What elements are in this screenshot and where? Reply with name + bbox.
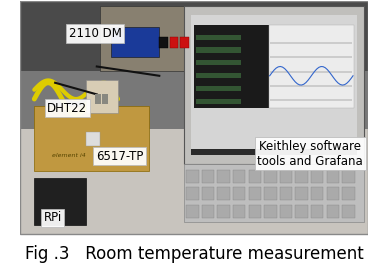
Bar	[202, 187, 214, 200]
Bar	[21, 1, 367, 71]
Bar	[102, 94, 107, 104]
Bar	[264, 205, 277, 218]
Bar	[21, 71, 367, 129]
Bar	[264, 170, 277, 183]
Bar	[100, 6, 204, 71]
Bar	[95, 94, 100, 104]
Bar	[21, 129, 367, 234]
Bar	[21, 1, 367, 234]
Bar	[202, 205, 214, 218]
Bar	[191, 149, 357, 155]
Bar	[196, 73, 241, 78]
Bar	[196, 48, 241, 53]
Bar	[342, 205, 355, 218]
Bar	[311, 170, 324, 183]
Bar	[233, 205, 245, 218]
Text: 6517-TP: 6517-TP	[96, 150, 143, 163]
Bar	[295, 187, 308, 200]
Bar	[270, 71, 352, 73]
Bar	[159, 37, 168, 48]
Bar	[217, 205, 230, 218]
Bar	[87, 131, 100, 146]
Bar	[248, 187, 261, 200]
Bar	[194, 25, 268, 108]
Bar	[268, 25, 354, 108]
Bar	[186, 205, 199, 218]
Bar	[280, 187, 292, 200]
Bar	[270, 85, 352, 87]
Bar	[184, 6, 364, 164]
Bar	[248, 205, 261, 218]
Bar	[233, 170, 245, 183]
Bar	[21, 1, 367, 234]
Bar	[111, 27, 159, 57]
Bar	[196, 35, 241, 40]
Text: element i4: element i4	[52, 153, 85, 158]
Bar	[191, 15, 357, 155]
Text: RPi: RPi	[43, 211, 62, 224]
Bar	[233, 187, 245, 200]
Bar	[327, 187, 339, 200]
Bar	[186, 187, 199, 200]
Bar	[270, 100, 352, 101]
Bar	[295, 170, 308, 183]
Bar	[270, 42, 352, 44]
Bar	[196, 99, 241, 104]
Bar	[186, 170, 199, 183]
Bar	[295, 205, 308, 218]
Bar	[270, 56, 352, 58]
Text: DHT22: DHT22	[47, 102, 87, 115]
Text: 2110 DM: 2110 DM	[69, 27, 121, 40]
Bar	[280, 205, 292, 218]
Bar	[180, 37, 189, 48]
Bar	[311, 205, 324, 218]
Bar	[217, 187, 230, 200]
Bar	[87, 80, 118, 113]
Bar	[217, 170, 230, 183]
Bar	[342, 170, 355, 183]
Bar	[264, 187, 277, 200]
Bar	[34, 178, 87, 225]
Bar	[184, 164, 364, 222]
Bar	[311, 187, 324, 200]
Bar	[170, 37, 178, 48]
Text: Keithley software
tools and Grafana: Keithley software tools and Grafana	[257, 140, 363, 168]
Bar	[327, 170, 339, 183]
Bar	[342, 187, 355, 200]
Bar	[196, 86, 241, 91]
Bar	[248, 170, 261, 183]
Bar	[280, 170, 292, 183]
Bar	[196, 60, 241, 65]
Bar	[327, 205, 339, 218]
Text: Fig .3   Room temperature measurement: Fig .3 Room temperature measurement	[24, 245, 364, 263]
Bar	[202, 170, 214, 183]
Bar	[34, 106, 149, 171]
